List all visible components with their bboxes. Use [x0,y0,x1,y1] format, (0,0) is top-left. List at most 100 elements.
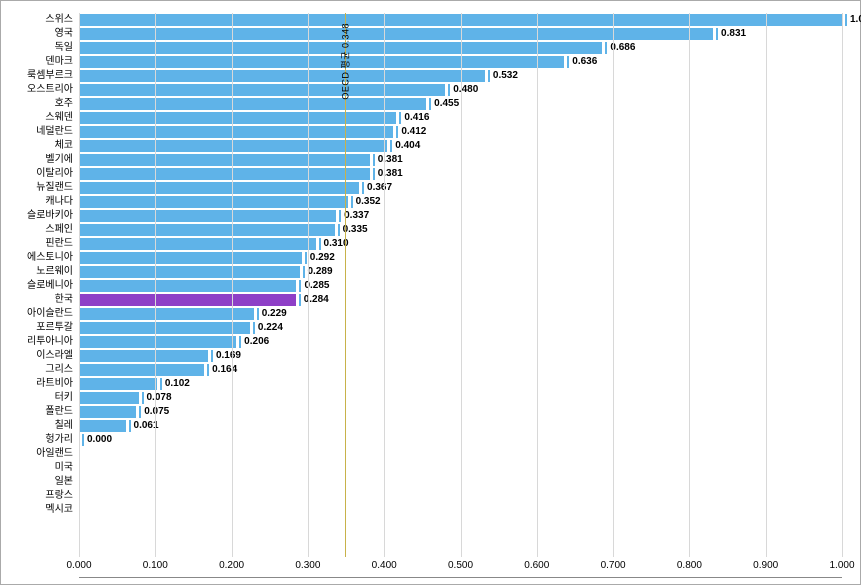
bar [79,154,370,166]
y-tick-label: 오스트리아 [9,83,79,97]
value-label: 0.229 [262,307,287,321]
bar-end-marker [373,154,375,166]
value-label: 0.636 [572,55,597,69]
bar-end-marker [362,182,364,194]
y-tick-label: 네덜란드 [9,125,79,139]
y-tick-label: 아일랜드 [9,447,79,461]
y-tick-label: 스페인 [9,223,79,237]
value-label: 0.352 [356,195,381,209]
bar-end-marker [716,28,718,40]
value-label: 0.416 [404,111,429,125]
y-tick-label: 체코 [9,139,79,153]
bar-end-marker [605,42,607,54]
bar-end-marker [448,84,450,96]
y-tick-label: 이스라엘 [9,349,79,363]
y-tick-label: 핀란드 [9,237,79,251]
value-label: 0.404 [395,139,420,153]
y-tick-label: 헝가리 [9,433,79,447]
gridline [613,13,614,557]
bar [79,56,564,68]
bar [79,280,296,292]
bar [79,322,250,334]
bar-chart: 스위스영국독일덴마크룩셈부르크오스트리아호주스웨덴네덜란드체코벨기에이탈리아뉴질… [9,13,842,578]
oecd-avg-label: OECD 평균 0.348 [338,23,351,100]
bar-highlight [79,294,296,306]
y-tick-label: 덴마크 [9,55,79,69]
value-label: 0.337 [344,209,369,223]
x-tick-label: 0.800 [677,560,702,571]
x-tick-label: 0.000 [66,560,91,571]
value-label: 0.206 [244,335,269,349]
y-tick-label: 스웨덴 [9,111,79,125]
value-label: 0.292 [310,251,335,265]
bar-end-marker [351,196,353,208]
y-tick-label: 칠레 [9,419,79,433]
bar [79,420,126,432]
gridline [537,13,538,557]
bar-end-marker [142,392,144,404]
y-tick-label: 멕시코 [9,503,79,517]
gridline [232,13,233,557]
y-tick-label: 이탈리아 [9,167,79,181]
bar-end-marker [319,238,321,250]
y-axis-labels: 스위스영국독일덴마크룩셈부르크오스트리아호주스웨덴네덜란드체코벨기에이탈리아뉴질… [9,13,79,578]
bar-end-marker [488,70,490,82]
bar-end-marker [299,294,301,306]
bar [79,182,359,194]
gridline [689,13,690,557]
bar [79,238,316,250]
bar [79,252,302,264]
y-tick-label: 캐나다 [9,195,79,209]
y-tick-label: 룩셈부르크 [9,69,79,83]
bar-end-marker [257,308,259,320]
y-tick-label: 독일 [9,41,79,55]
chart-frame: 스위스영국독일덴마크룩셈부르크오스트리아호주스웨덴네덜란드체코벨기에이탈리아뉴질… [0,0,861,585]
bar [79,28,713,40]
bar [79,126,393,138]
x-tick-label: 0.100 [143,560,168,571]
x-tick-label: 0.300 [295,560,320,571]
bar-end-marker [139,406,141,418]
value-label: 0.289 [308,265,333,279]
bar-end-marker [845,14,847,26]
gridline [842,13,843,557]
gridline [155,13,156,557]
bar [79,308,254,320]
bar-end-marker [399,112,401,124]
value-label: 0.381 [378,153,403,167]
bar-end-marker [129,420,131,432]
bar-end-marker [305,252,307,264]
y-tick-label: 노르웨이 [9,265,79,279]
value-label: 0.367 [367,181,392,195]
bar-end-marker [207,364,209,376]
y-tick-label: 에스토니아 [9,251,79,265]
gridline [461,13,462,557]
y-tick-label: 일본 [9,475,79,489]
y-tick-label: 영국 [9,27,79,41]
y-tick-label: 스위스 [9,13,79,27]
gridline [384,13,385,557]
value-label: 0.831 [721,27,746,41]
bar [79,406,136,418]
y-tick-label: 프랑스 [9,489,79,503]
x-tick-label: 0.700 [601,560,626,571]
x-tick-label: 0.200 [219,560,244,571]
x-tick-label: 0.400 [372,560,397,571]
value-label: 0.686 [610,41,635,55]
bar [79,266,300,278]
bar [79,350,208,362]
bar [79,392,139,404]
bar [79,224,335,236]
bar-end-marker [339,210,341,222]
value-label: 0.078 [147,391,172,405]
bar [79,112,396,124]
x-tick-label: 1.000 [829,560,854,571]
value-label: 0.335 [343,223,368,237]
gridline [79,13,80,557]
bar-end-marker [396,126,398,138]
y-tick-label: 터키 [9,391,79,405]
bar-end-marker [160,378,162,390]
value-label: 0.455 [434,97,459,111]
bar-end-marker [211,350,213,362]
bar [79,336,236,348]
